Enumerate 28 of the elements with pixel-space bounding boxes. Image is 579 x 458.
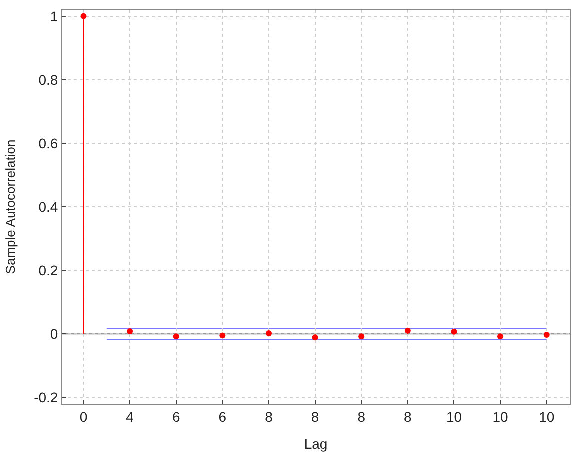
y-tick-label: 0.6 (38, 135, 58, 152)
point (498, 334, 504, 340)
y-tick-label: 0.8 (38, 72, 58, 88)
x-tick-label: 10 (539, 408, 555, 425)
point (220, 332, 226, 339)
point (451, 328, 458, 335)
x-tick-label: 4 (126, 408, 134, 425)
x-tick-label: 8 (265, 408, 274, 425)
x-tick-label: 8 (358, 408, 366, 425)
x-tick-label: 8 (404, 408, 412, 425)
y-tick-label: -0.2 (34, 390, 58, 406)
x-tick-label: 6 (172, 408, 180, 425)
y-tick-label: 0.4 (38, 198, 58, 215)
point (358, 334, 365, 340)
y-tick-label: 1 (50, 8, 58, 24)
y-tick-label: 0.2 (38, 262, 58, 278)
point (127, 328, 134, 335)
y-axis-title: Sample Autocorrelation (3, 140, 18, 274)
x-tick-label: 10 (492, 408, 509, 425)
x-tick-label: 8 (311, 408, 320, 425)
x-axis-title: Lag (304, 436, 328, 452)
y-tick-label: 0 (50, 326, 58, 342)
point (173, 334, 180, 340)
x-tick-label: 0 (80, 408, 88, 425)
point (544, 332, 550, 338)
x-tick-label: 6 (218, 408, 227, 425)
point (266, 330, 272, 336)
x-tick-label: 10 (446, 408, 462, 425)
